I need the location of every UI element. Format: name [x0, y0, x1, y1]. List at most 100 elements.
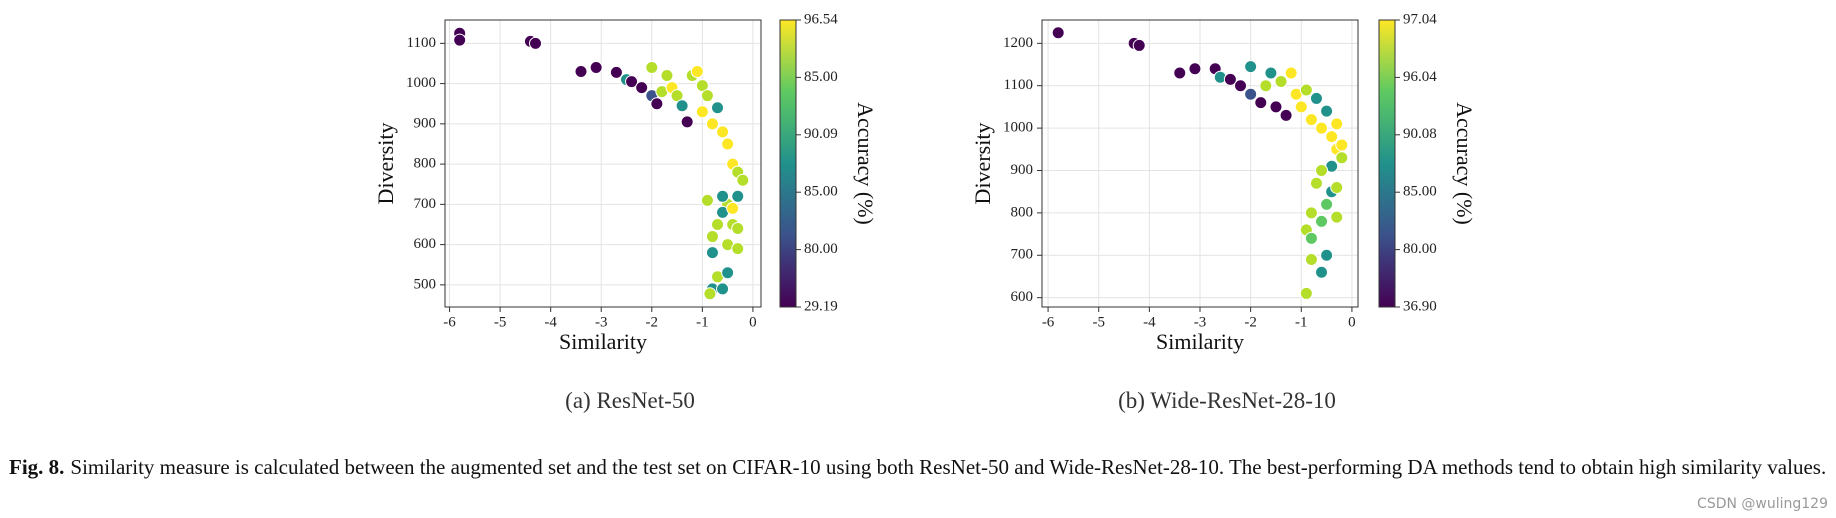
point: [1304, 253, 1318, 267]
point: [1051, 26, 1065, 40]
x-tick-label: -4: [1143, 314, 1156, 330]
point: [716, 189, 730, 203]
point: [716, 125, 730, 139]
x-tick-label: 0: [1348, 314, 1356, 330]
point: [705, 246, 719, 260]
point: [1320, 197, 1334, 211]
point: [453, 33, 467, 47]
y-axis-label: Diversity: [970, 123, 995, 205]
point: [1330, 210, 1344, 224]
x-axis-label: Similarity: [1156, 329, 1244, 354]
point: [731, 242, 745, 256]
y-tick-label: 600: [1011, 289, 1034, 305]
watermark: CSDN @wuling129: [1697, 496, 1828, 512]
point: [1330, 117, 1344, 131]
point: [1274, 74, 1288, 88]
point: [1315, 163, 1329, 177]
point: [700, 89, 714, 103]
plot-frame: [1041, 19, 1359, 308]
point: [1309, 176, 1323, 190]
point: [1335, 151, 1349, 165]
point: [1173, 66, 1187, 80]
colorbar-tick-label: 36.90: [1403, 298, 1437, 314]
point: [726, 201, 740, 215]
y-tick-label: 1100: [1004, 77, 1033, 93]
point: [721, 137, 735, 151]
point: [660, 69, 674, 83]
point: [1264, 66, 1278, 80]
y-tick-label: 900: [1011, 162, 1034, 178]
point: [589, 60, 603, 74]
y-axis-label: Diversity: [373, 123, 398, 205]
point: [1335, 138, 1349, 152]
caption: Fig. 8. Similarity measure is calculated …: [9, 452, 1829, 482]
y-tick-label: 700: [1011, 247, 1034, 263]
x-tick-label: -2: [646, 314, 659, 330]
y-tick-label: 1000: [406, 75, 436, 91]
point: [635, 81, 649, 95]
colorbar-tick-label: 96.54: [804, 11, 838, 27]
point: [1304, 113, 1318, 127]
point: [1223, 72, 1237, 86]
colorbar-tick-label: 29.19: [804, 298, 838, 314]
colorbar-label: Accuracy (%): [1452, 102, 1477, 225]
subfigure-caption: (a) ResNet-50: [565, 388, 695, 413]
point: [1234, 79, 1248, 93]
point: [1284, 66, 1298, 80]
point: [574, 65, 588, 79]
point: [645, 60, 659, 74]
colorbar-label: Accuracy (%): [853, 102, 878, 225]
y-tick-label: 500: [414, 276, 437, 292]
point: [700, 193, 714, 207]
point: [650, 97, 664, 111]
x-axis-label: Similarity: [559, 329, 647, 354]
subfigure-caption: (b) Wide-ResNet-28-10: [1118, 388, 1336, 413]
y-tick-label: 900: [414, 115, 437, 131]
x-tick-label: -1: [696, 314, 709, 330]
x-tick-label: -3: [595, 314, 608, 330]
point: [695, 105, 709, 119]
colorbar-tick-label: 80.00: [804, 241, 838, 257]
x-tick-label: -5: [494, 314, 507, 330]
y-tick-label: 800: [414, 156, 437, 172]
point: [690, 65, 704, 79]
point: [1320, 248, 1334, 262]
point: [1244, 60, 1258, 74]
point: [731, 222, 745, 236]
x-tick-label: -3: [1194, 314, 1207, 330]
point: [703, 287, 717, 301]
colorbar-tick-label: 80.00: [1403, 241, 1437, 257]
point: [1315, 265, 1329, 279]
point: [1309, 91, 1323, 105]
colorbar-tick-label: 85.00: [1403, 184, 1437, 200]
point: [1188, 62, 1202, 76]
point: [721, 266, 735, 280]
colorbar-tick-label: 97.04: [1403, 11, 1437, 27]
point: [1259, 79, 1273, 93]
x-tick-label: 0: [749, 314, 757, 330]
point: [1294, 100, 1308, 114]
point: [625, 75, 639, 89]
colorbar-tick-label: 90.08: [1403, 126, 1437, 142]
point: [1315, 214, 1329, 228]
plot-frame: [444, 19, 762, 308]
point: [1299, 83, 1313, 97]
point: [705, 230, 719, 244]
point: [705, 117, 719, 131]
x-tick-label: -6: [1042, 314, 1055, 330]
point: [1304, 206, 1318, 220]
colorbar: [779, 19, 797, 308]
point: [1325, 130, 1339, 144]
point: [1304, 231, 1318, 245]
point: [711, 101, 725, 115]
point: [529, 36, 543, 50]
y-tick-label: 700: [414, 196, 437, 212]
colorbar-tick-label: 85.00: [804, 69, 838, 85]
point: [1244, 87, 1258, 101]
y-tick-label: 800: [1011, 204, 1034, 220]
point: [1315, 121, 1329, 135]
point: [736, 173, 750, 187]
point: [731, 189, 745, 203]
x-tick-label: -6: [443, 314, 456, 330]
